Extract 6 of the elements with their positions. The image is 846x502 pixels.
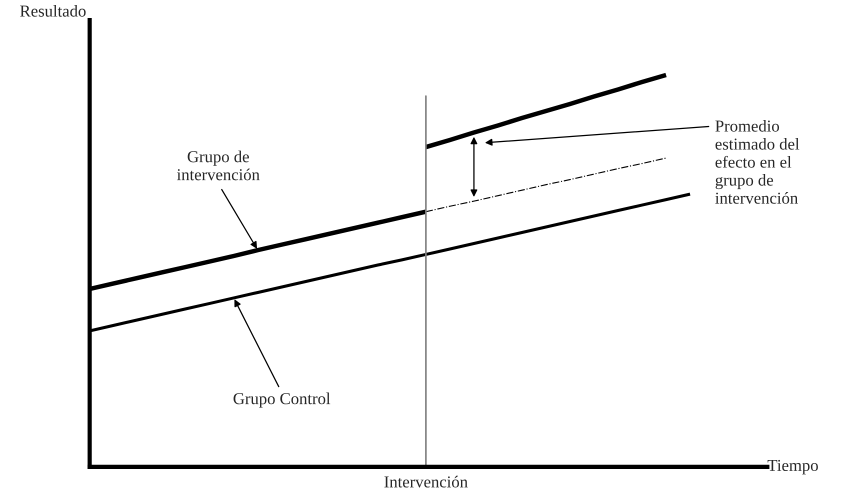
annotation: Grupo Control xyxy=(234,392,330,408)
text: Intervención xyxy=(384,476,468,488)
annotation: Grupo de intervención xyxy=(176,150,260,180)
text: Promedio estimado del efecto en el grupo de intervención xyxy=(715,120,800,204)
y-axis-title: Resultado xyxy=(20,4,86,17)
x-axis-title: Tiempo xyxy=(768,460,818,474)
